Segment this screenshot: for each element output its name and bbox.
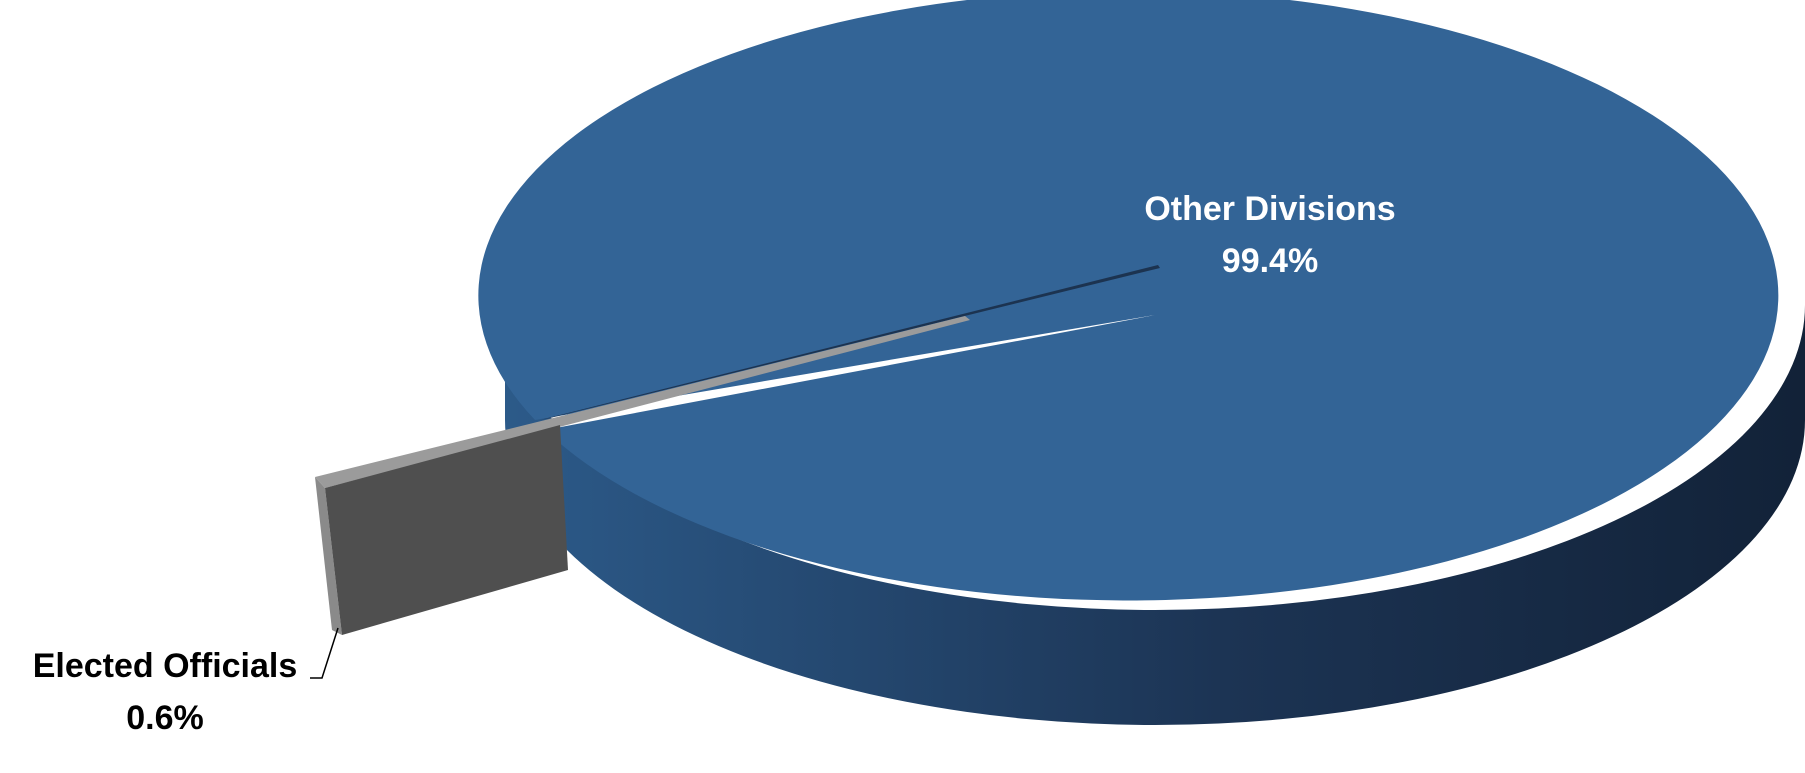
data-label-elected-officials: Elected Officials 0.6%	[10, 640, 320, 744]
slice-elected-officials-top	[315, 316, 970, 488]
slice-elected-officials	[325, 425, 568, 635]
data-label-other-divisions-value: 99.4%	[1221, 242, 1319, 280]
slice-seam	[540, 265, 1160, 420]
data-label-other-divisions-name: Other Divisions	[1144, 190, 1396, 228]
data-label-elected-officials-name: Elected Officials	[32, 647, 298, 685]
slice-side-other-divisions	[505, 305, 1805, 725]
slice-other-divisions	[478, 0, 1779, 601]
slice-elected-officials-group	[315, 316, 970, 635]
slice-elected-officials-left-edge	[315, 477, 342, 635]
data-label-elected-officials-value: 0.6%	[126, 699, 204, 737]
leader-line	[310, 627, 339, 679]
data-label-other-divisions: Other Divisions 99.4%	[1080, 183, 1460, 287]
